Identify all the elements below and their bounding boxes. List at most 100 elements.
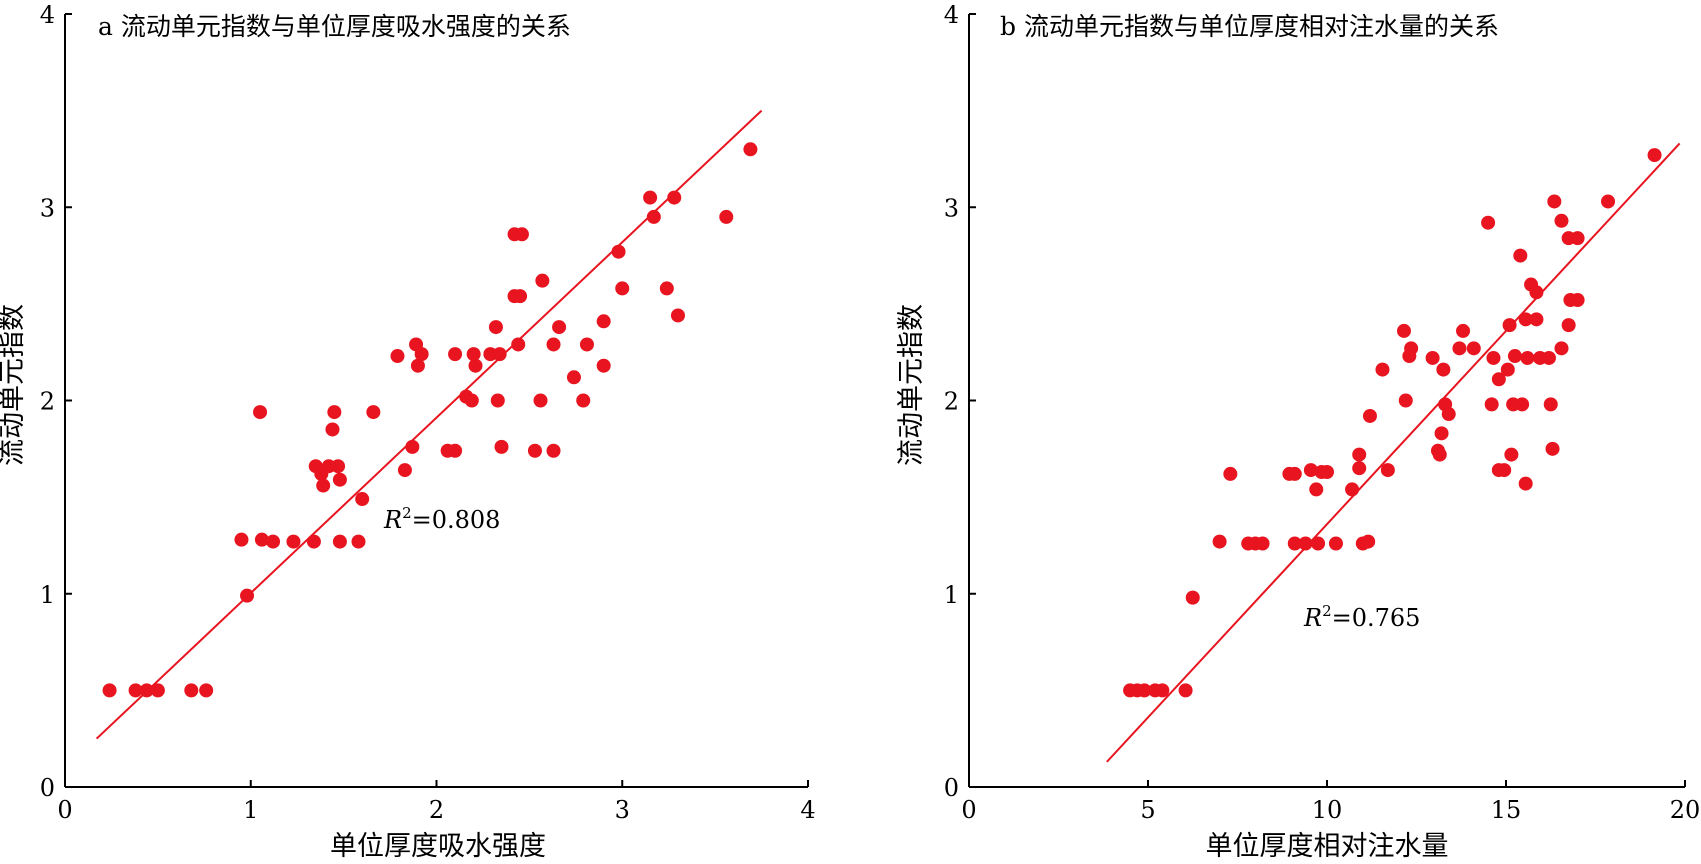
panel-a-data-point [596,314,611,329]
panel-b-y-tick-label: 1 [944,581,959,609]
panel-a-data-point [468,358,483,373]
panel-b-y-tick-label: 0 [944,774,959,802]
panel-a-data-point [552,320,567,335]
panel-b-data-point [1432,447,1447,462]
panel-b-data-point [1466,341,1481,356]
panel-b-data-point [1486,350,1501,365]
panel-a-data-point [254,532,269,547]
panel-a-data-point [199,683,214,698]
panel-a-r-squared-label: R2=0.808 [383,504,500,534]
panel-b-data-point [1404,341,1419,356]
panel-b-x-tick-label: 20 [1670,796,1701,824]
panel-b-data-point [1441,407,1456,422]
panel-b-data-point [1570,293,1585,308]
panel-b-data-point [1298,536,1313,551]
panel-b-data-point [1434,426,1449,441]
panel-a-data-point [102,683,117,698]
panel-a-data-point [615,281,630,296]
panel-b-data-point [1303,463,1318,478]
panel-a-data-point [234,532,249,547]
panel-b-data-point [1352,447,1367,462]
panel-a-data-point [579,337,594,352]
panel-b-x-tick-label: 5 [1140,796,1155,824]
panel-a-data-point [596,358,611,373]
panel-b-data-point [1481,215,1496,230]
panel-b-data-point [1287,536,1302,551]
panel-b-data-point [1543,397,1558,412]
panel-a-data-point [533,393,548,408]
panel-a-data-point [466,347,481,362]
panel-a-data-point [646,209,661,224]
panel-b-data-point [1529,285,1544,300]
panel-a-data-point [397,463,412,478]
panel-b-title: b 流动单元指数与单位厚度相对注水量的关系 [1000,12,1499,41]
panel-a-y-tick-label: 3 [40,194,55,222]
panel-b-data-point [1518,312,1533,327]
panel-b-data-point [1513,248,1528,263]
panel-a-data-point [390,349,405,364]
panel-b-y-tick-label: 4 [944,1,959,29]
panel-a-data-point [366,405,381,420]
panel-a-data-point [405,439,420,454]
panel-b-data-point [1491,372,1506,387]
panel-b-data-point [1362,408,1377,423]
panel-a-data-point [351,534,366,549]
panel-a-regression-line [95,109,763,740]
panel-a-data-point [492,347,507,362]
panel-a-data-point [643,190,658,205]
panel-a-data-point [410,358,425,373]
panel-a-data-point [670,308,685,323]
panel-a-x-tick-label: 0 [57,796,72,824]
panel-a-data-point [327,405,342,420]
panel-b-data-point [1361,534,1376,549]
panel-b-y-tick-label: 2 [944,388,959,416]
panel-a-data-point [316,478,331,493]
panel-b-data-point [1436,362,1451,377]
panel-a-data-point [511,337,526,352]
panel-a-x-tick-label: 1 [243,796,258,824]
panel-a-y-tick-label: 1 [40,581,55,609]
panel-b-data-point [1515,397,1530,412]
panel-a-data-point [240,588,255,603]
panel-b-y-tick-label: 3 [944,194,959,222]
panel-a-data-point [546,337,561,352]
panel-b-data-point [1287,466,1302,481]
panel-b-data-point [1345,482,1360,497]
panel-b-x-tick-label: 15 [1491,796,1522,824]
panel-a-data-point [128,683,143,698]
panel-a-data-point [488,320,503,335]
panel-a-data-point [266,534,281,549]
chart-panel-a: a 流动单元指数与单位厚度吸水强度的关系 单位厚度吸水强度 流动单元指数 R2=… [0,1,816,862]
panel-a-data-point [448,443,463,458]
panel-a-data-point [490,393,505,408]
panel-b-data-point [1547,194,1562,209]
panel-b-data-point [1320,465,1334,480]
chart-panel-b: b 流动单元指数与单位厚度相对注水量的关系 单位厚度相对注水量 流动单元指数 R… [896,1,1700,862]
panel-b-regression-line [1106,142,1681,763]
panel-a-data-point [513,289,528,304]
panel-a-title: a 流动单元指数与单位厚度吸水强度的关系 [98,12,571,41]
panel-b-data-point [1178,683,1193,698]
panel-b-data-point [1541,350,1556,365]
panel-b-x-tick-label: 0 [961,796,976,824]
panel-b-data-point [1352,461,1367,476]
panel-a-data-point [659,281,674,296]
panel-a-y-tick-label: 4 [40,1,55,29]
panel-b-data-point [1504,447,1519,462]
panel-b-data-point [1456,323,1471,338]
panel-a-x-tick-label: 3 [615,796,630,824]
panel-a-y-tick-label: 0 [40,774,55,802]
panel-b-data-point [1507,349,1522,364]
panel-b-data-point [1328,536,1343,551]
panel-b-data-point [1500,362,1515,377]
panel-a-data-point [576,393,591,408]
panel-a-data-point [719,209,734,224]
panel-a-data-point [286,534,301,549]
panel-b-r-squared-label: R2=0.765 [1303,602,1420,632]
panel-a-data-point [414,347,429,362]
panel-a-data-point [331,459,346,474]
panel-b-data-point [1212,534,1227,549]
panel-a-data-point [253,405,268,420]
panel-a-data-point [743,142,758,157]
panel-b-data-point [1520,350,1535,365]
